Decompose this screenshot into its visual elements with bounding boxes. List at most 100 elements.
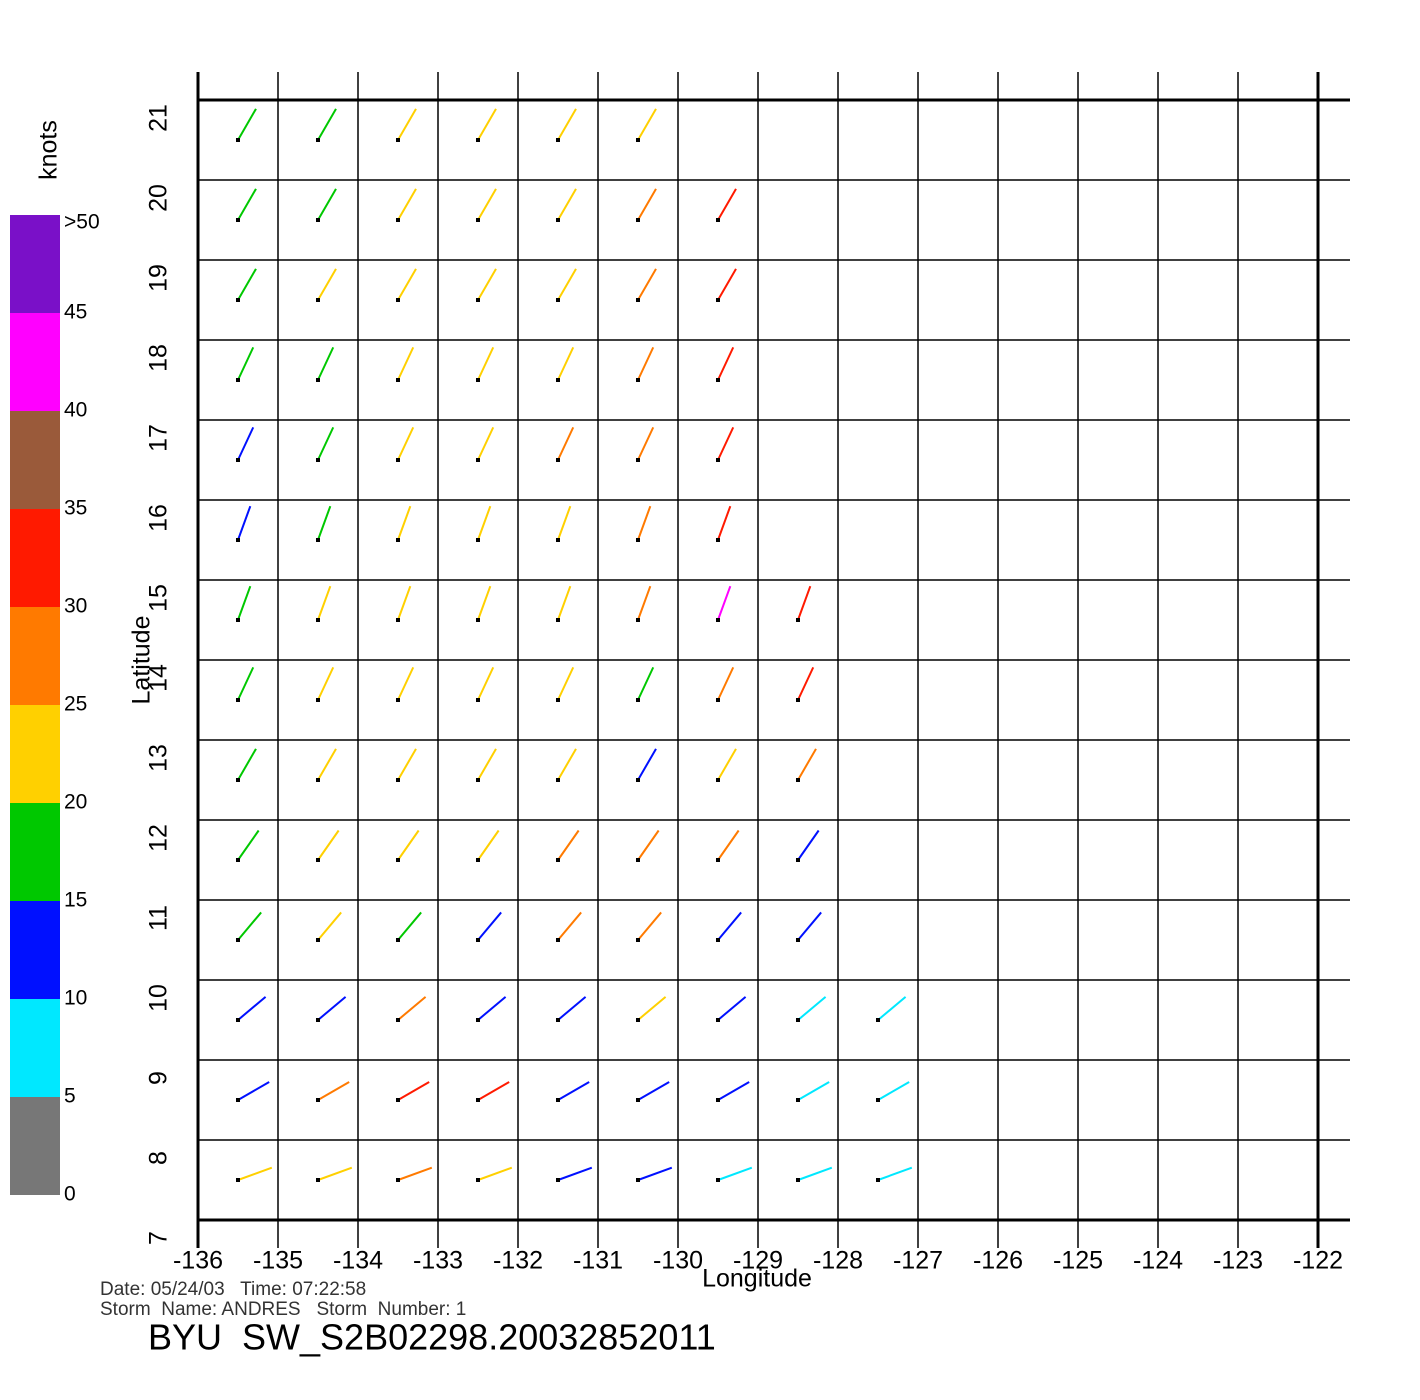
wind-vector <box>397 666 415 701</box>
y-tick-label: 16 <box>145 504 173 532</box>
y-tick-label: 13 <box>145 744 173 772</box>
wind-vector-origin <box>716 938 720 942</box>
wind-vector-origin <box>396 458 400 462</box>
wind-vector-origin <box>236 298 240 302</box>
wind-vector <box>637 666 655 701</box>
wind-vector-origin <box>716 378 720 382</box>
wind-vector-origin <box>636 1178 640 1182</box>
wind-vector-origin <box>236 218 240 222</box>
wind-vector-origin <box>316 218 320 222</box>
wind-vector <box>877 1166 913 1181</box>
wind-vector-origin <box>636 698 640 702</box>
wind-vector-origin <box>556 698 560 702</box>
wind-vector <box>477 911 502 941</box>
wind-vector <box>877 1081 910 1101</box>
wind-vector-origin <box>476 1098 480 1102</box>
wind-vector-origin <box>316 458 320 462</box>
wind-vector <box>797 829 820 861</box>
wind-vector-origin <box>236 378 240 382</box>
wind-vector <box>557 346 575 381</box>
wind-vector <box>797 585 812 621</box>
wind-vector <box>397 996 427 1021</box>
wind-vector <box>637 585 652 621</box>
file-title: BYU SW_S2B02298.20032852011 <box>148 1317 716 1358</box>
wind-vector-origin <box>796 1098 800 1102</box>
wind-vector-origin <box>236 618 240 622</box>
wind-vector <box>397 346 415 381</box>
wind-vector-origin <box>236 1098 240 1102</box>
wind-vector <box>317 268 337 301</box>
wind-vector-origin <box>556 538 560 542</box>
wind-vector <box>477 585 492 621</box>
wind-vector <box>637 188 657 221</box>
wind-vector <box>557 1166 593 1181</box>
wind-vector <box>797 748 817 781</box>
wind-vector-origin <box>476 938 480 942</box>
x-tick-label: -124 <box>1133 1247 1183 1275</box>
wind-vector <box>637 1081 670 1101</box>
wind-vector <box>477 505 492 541</box>
wind-vector <box>477 829 500 861</box>
wind-vector-origin <box>396 938 400 942</box>
wind-vector <box>237 1166 273 1181</box>
wind-vector-origin <box>396 138 400 142</box>
wind-vector <box>477 108 497 141</box>
wind-vector-origin <box>396 778 400 782</box>
wind-vector <box>797 911 822 941</box>
x-tick-label: -127 <box>893 1247 943 1275</box>
wind-vector <box>477 426 495 461</box>
x-tick-label: -128 <box>813 1247 863 1275</box>
wind-vector <box>397 188 417 221</box>
wind-vector <box>237 996 267 1021</box>
wind-vector <box>237 585 252 621</box>
wind-vector-origin <box>796 1178 800 1182</box>
wind-vector <box>317 911 342 941</box>
colorbar-tick-label: 35 <box>64 497 87 520</box>
wind-vector-origin <box>476 618 480 622</box>
wind-vector-origin <box>396 858 400 862</box>
wind-vector-origin <box>796 1018 800 1022</box>
wind-vector-origin <box>556 938 560 942</box>
wind-vector <box>317 188 337 221</box>
colorbar-label: knots <box>35 120 63 180</box>
wind-vector <box>477 188 497 221</box>
x-tick-label: -126 <box>973 1247 1023 1275</box>
wind-vector-origin <box>316 378 320 382</box>
wind-vector-origin <box>716 778 720 782</box>
wind-vector-origin <box>316 298 320 302</box>
wind-vector-origin <box>796 618 800 622</box>
y-tick-label: 11 <box>145 905 173 931</box>
x-tick-label: -129 <box>733 1247 783 1275</box>
wind-vector-origin <box>236 458 240 462</box>
y-tick-label: 8 <box>145 1151 173 1165</box>
wind-vector <box>317 666 335 701</box>
colorbar-tick-label: 20 <box>64 791 87 814</box>
y-tick-label: 10 <box>145 984 173 1012</box>
colorbar-segment <box>10 901 60 999</box>
wind-vector <box>397 505 412 541</box>
wind-vector-origin <box>636 378 640 382</box>
wind-vector <box>637 748 657 781</box>
wind-vector <box>717 1081 750 1101</box>
x-tick-label: -133 <box>413 1247 463 1275</box>
wind-vector-origin <box>476 298 480 302</box>
colorbar-segment <box>10 999 60 1097</box>
wind-vector-origin <box>476 538 480 542</box>
wind-vector-origin <box>556 1178 560 1182</box>
colorbar-segment <box>10 803 60 901</box>
wind-vector <box>477 996 507 1021</box>
wind-vector-origin <box>876 1178 880 1182</box>
wind-vector-origin <box>716 618 720 622</box>
wind-vector-origin <box>796 778 800 782</box>
wind-vector <box>637 426 655 461</box>
colorbar-tick-label: 0 <box>64 1183 76 1206</box>
wind-vector-origin <box>316 538 320 542</box>
wind-vector <box>557 268 577 301</box>
y-tick-label: 17 <box>145 424 173 452</box>
wind-vector <box>637 911 662 941</box>
wind-vector <box>317 346 335 381</box>
wind-vector-origin <box>716 218 720 222</box>
wind-vector <box>637 108 657 141</box>
wind-vector <box>637 346 655 381</box>
wind-vector <box>717 911 742 941</box>
